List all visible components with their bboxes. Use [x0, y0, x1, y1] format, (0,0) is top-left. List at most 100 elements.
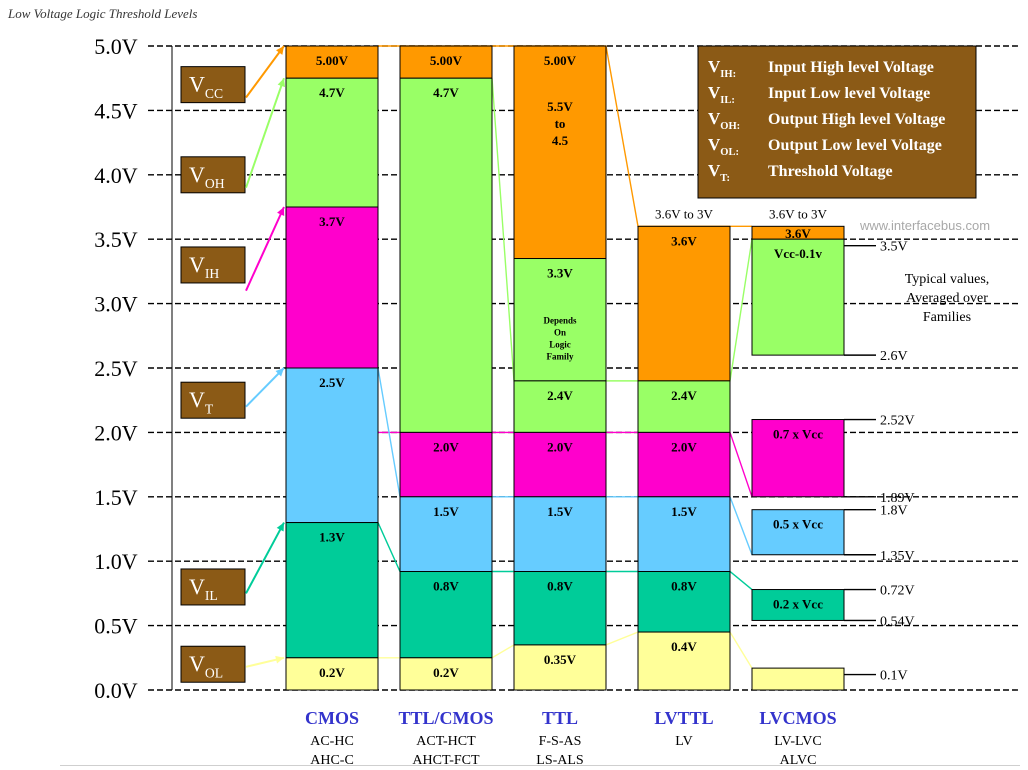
segment-label: 4.7V	[433, 85, 459, 100]
side-label-box	[180, 381, 246, 419]
level-segment	[285, 367, 379, 524]
level-segment	[399, 496, 493, 573]
level-segment	[399, 45, 493, 79]
level-segment	[513, 431, 607, 498]
note-text: Averaged over	[906, 291, 988, 306]
family-name: TTL/CMOS	[398, 708, 493, 728]
level-segment	[513, 644, 607, 691]
level-segment	[513, 258, 607, 382]
family-subtypes: LV-LVC	[774, 734, 821, 749]
segment-label: 3.7V	[319, 214, 345, 229]
family-subtypes: ACT-HCT	[416, 734, 476, 749]
segment-label: 2.0V	[433, 439, 459, 454]
legend-description: Input High level Voltage	[768, 59, 934, 76]
lvcmos-tick-label: 1.89V	[880, 491, 915, 506]
y-tick-label: 0.0V	[94, 678, 138, 703]
level-segment	[399, 657, 493, 691]
side-label-text: VIL	[189, 574, 218, 603]
y-tick-label: 3.5V	[94, 227, 138, 252]
level-segment	[637, 496, 731, 573]
legend-description: Threshold Voltage	[768, 163, 893, 180]
segment-label: 3.6V	[785, 226, 811, 241]
level-connector-line	[491, 78, 753, 382]
side-label-box	[180, 66, 246, 104]
y-tick-label: 4.0V	[94, 163, 138, 188]
segment-label: Logic	[549, 340, 571, 350]
legend-box	[697, 45, 977, 199]
side-label-text: VCC	[189, 72, 223, 101]
segment-label: 0.8V	[671, 579, 697, 594]
side-label-box	[180, 156, 246, 194]
family-subtypes: AHCT-FCT	[412, 753, 480, 768]
level-segment	[399, 571, 493, 659]
side-label-arrow	[245, 206, 285, 292]
y-tick-label: 2.0V	[94, 420, 138, 445]
page-title: Low Voltage Logic Threshold Levels	[8, 6, 198, 21]
level-segment	[751, 589, 845, 621]
segment-label: 5.00V	[316, 53, 349, 68]
side-label-box	[180, 246, 246, 284]
segment-label: 1.3V	[319, 530, 345, 545]
legend-symbol: VT:	[708, 161, 730, 184]
level-segment	[399, 77, 493, 433]
arrow-head	[277, 78, 286, 88]
segment-label: 3.3V	[547, 266, 573, 281]
watermark: www.interfacebus.com	[859, 218, 990, 233]
level-segment	[751, 509, 845, 556]
legend-description: Output Low level Voltage	[768, 137, 942, 154]
lvcmos-tick-label: 1.35V	[880, 549, 915, 564]
legend-description: Input Low level Voltage	[768, 85, 930, 102]
lvcmos-tick-label: 0.1V	[880, 669, 908, 684]
family-name: CMOS	[305, 708, 359, 728]
segment-label: 5.5V	[547, 99, 573, 114]
lvcmos-tick-label: 1.8V	[880, 504, 908, 519]
level-segment	[513, 380, 607, 433]
side-label-arrow	[245, 367, 285, 408]
y-tick-label: 5.0V	[94, 34, 138, 59]
segment-label: 5.00V	[430, 53, 463, 68]
legend-symbol: VOL:	[708, 135, 739, 158]
arrow-head	[275, 655, 284, 664]
y-tick-label: 0.5V	[94, 614, 138, 639]
family-subtypes: AC-HC	[310, 734, 354, 749]
level-segment	[751, 419, 845, 498]
family-name: LVTTL	[654, 708, 713, 728]
segment-label: 1.5V	[433, 504, 459, 519]
segment-label: 2.0V	[671, 439, 697, 454]
column-supply-range: 3.6V to 3V	[655, 206, 714, 221]
legend-symbol: VIH:	[708, 57, 736, 80]
legend-description: Output High level Voltage	[768, 111, 945, 128]
family-name: TTL	[542, 708, 578, 728]
segment-label: 0.4V	[671, 639, 697, 654]
segment-label: 4.5	[552, 133, 569, 148]
lvcmos-tick-label: 2.52V	[880, 414, 915, 429]
arrow-head	[277, 207, 285, 216]
level-segment	[751, 667, 845, 691]
family-name: LVCMOS	[759, 708, 836, 728]
segment-label: to	[555, 116, 566, 131]
segment-label: 5.00V	[544, 53, 577, 68]
side-label-arrow	[245, 522, 285, 594]
family-subtypes: AHC-C	[310, 753, 354, 768]
legend-symbol: VIL:	[708, 83, 735, 106]
level-segment	[513, 571, 607, 646]
bottom-divider	[60, 765, 1020, 766]
family-subtypes: ALVC	[780, 753, 817, 768]
side-label-text: VOH	[189, 162, 225, 191]
family-subtypes: LV	[675, 734, 692, 749]
segment-label: 0.5 x Vcc	[773, 517, 823, 532]
y-tick-label: 1.5V	[94, 485, 138, 510]
lvcmos-tick-label: 3.5V	[880, 240, 908, 255]
note-text: Typical values,	[905, 272, 990, 287]
segment-label: 0.2V	[319, 665, 345, 680]
level-segment	[513, 496, 607, 573]
segment-label: 2.5V	[319, 375, 345, 390]
side-label-text: VIH	[189, 252, 219, 281]
level-segment	[399, 431, 493, 498]
lvcmos-tick-label: 0.72V	[880, 584, 915, 599]
note-text: Families	[923, 310, 971, 325]
level-segment	[751, 238, 845, 356]
level-segment	[637, 631, 731, 691]
level-segment	[513, 45, 607, 260]
y-tick-label: 2.5V	[94, 356, 138, 381]
